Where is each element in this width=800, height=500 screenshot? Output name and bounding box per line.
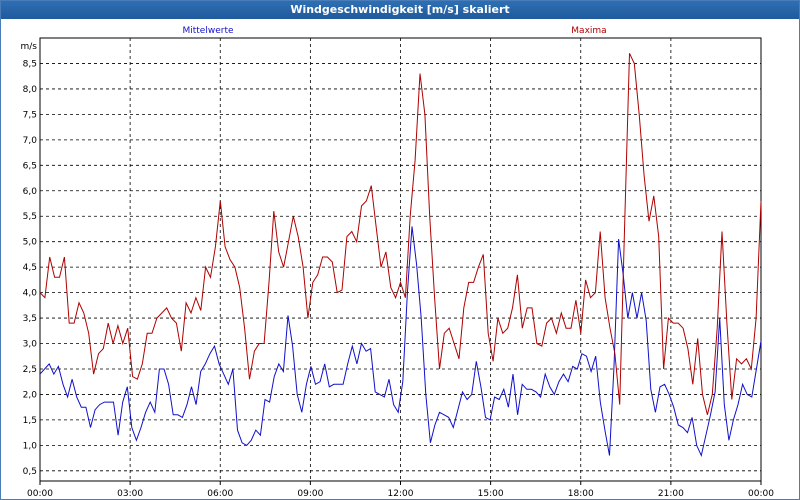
- y-tick-label: 1,0: [23, 441, 38, 451]
- x-tick-time: 06:00: [207, 489, 233, 499]
- series-line-maxima: [39, 53, 762, 415]
- x-tick-time: 03:00: [117, 489, 143, 499]
- y-tick-label: 2,5: [23, 365, 37, 375]
- x-tick-time: 12:00: [388, 489, 414, 499]
- y-tick-label: 5,0: [23, 238, 38, 248]
- x-tick-time: 00:00: [748, 489, 774, 499]
- y-tick-label: 4,0: [23, 289, 38, 299]
- y-tick-label: 6,5: [23, 161, 37, 171]
- y-tick-label: 0,5: [23, 467, 37, 477]
- x-tick-time: 00:00: [27, 489, 53, 499]
- grid: [40, 38, 761, 481]
- series-line-mittelwerte: [39, 226, 762, 458]
- x-axis: 00:0027.05.1803:0027.05.1806:0027.05.180…: [27, 481, 774, 499]
- x-tick-time: 15:00: [478, 489, 504, 499]
- y-tick-label: 5,5: [23, 212, 37, 222]
- y-tick-label: 8,5: [23, 59, 37, 69]
- wind-speed-chart: m/s Mittelwerte Maxima 0,5 1,0 1,5 2,0 2,5 3,…: [21, 26, 775, 499]
- y-axis: 0,5 1,0 1,5 2,0 2,5 3,0 3,5 4,0 4,5 5,0 5,5 6,0 6,5 7…: [23, 59, 38, 476]
- legend-maxima: Maxima: [571, 26, 606, 36]
- window-title: Windgeschwindigkeit [m/s] skaliert: [1, 1, 799, 19]
- y-tick-label: 8,0: [23, 85, 38, 95]
- y-tick-label: 3,0: [23, 340, 38, 350]
- y-tick-label: 7,5: [23, 110, 37, 120]
- x-tick-time: 18:00: [568, 489, 594, 499]
- y-tick-label: 6,0: [23, 187, 38, 197]
- x-tick-time: 09:00: [297, 489, 323, 499]
- x-tick-time: 21:00: [658, 489, 684, 499]
- y-tick-label: 2,0: [23, 390, 38, 400]
- y-axis-label: m/s: [21, 42, 38, 52]
- y-tick-label: 1,5: [23, 416, 37, 426]
- y-tick-label: 7,0: [23, 136, 38, 146]
- series-lines: [39, 53, 762, 458]
- y-tick-label: 3,5: [23, 314, 37, 324]
- y-tick-label: 4,5: [23, 263, 37, 273]
- legend-mittelwerte: Mittelwerte: [182, 26, 233, 36]
